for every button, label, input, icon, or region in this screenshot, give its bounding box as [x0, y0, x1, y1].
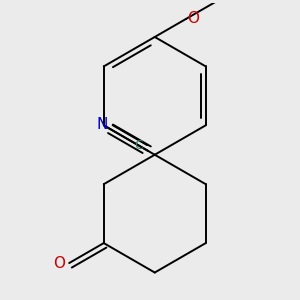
Text: O: O	[53, 256, 65, 271]
Text: N: N	[96, 117, 108, 132]
Text: C: C	[135, 139, 143, 152]
Text: O: O	[187, 11, 199, 26]
